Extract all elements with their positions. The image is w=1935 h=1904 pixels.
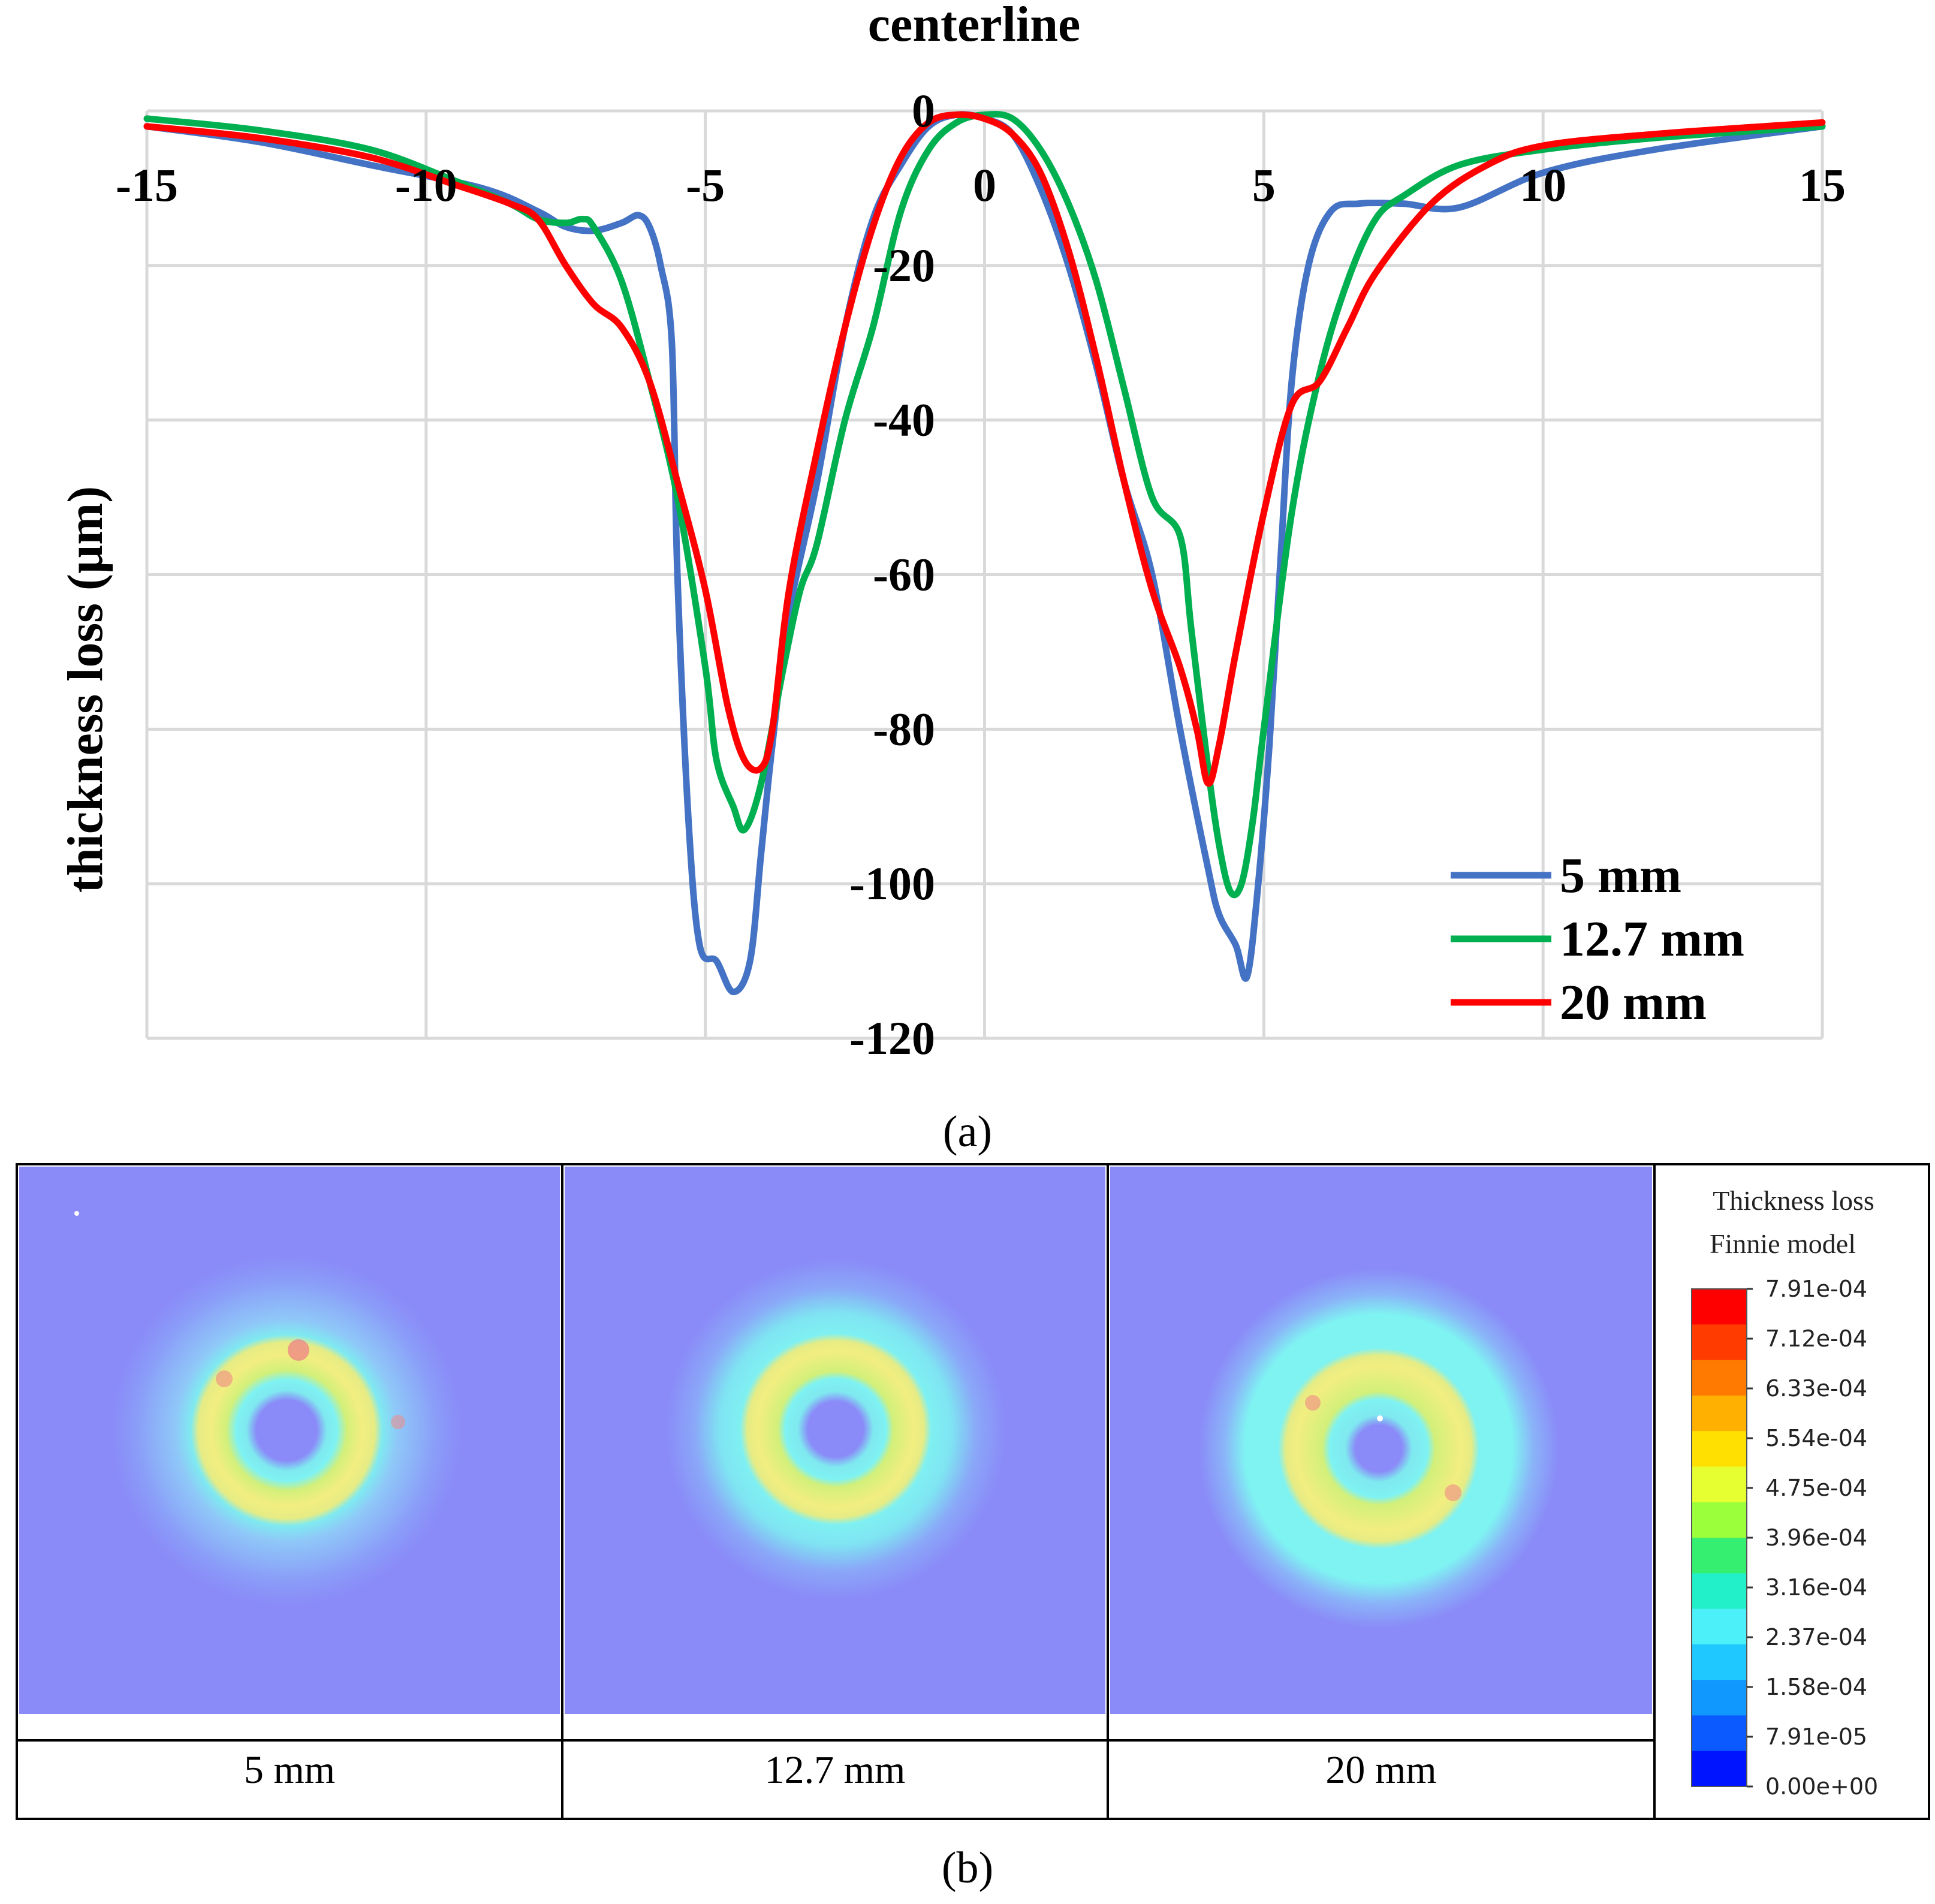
- colorbar-title-line1: Thickness loss: [1713, 1185, 1874, 1216]
- colorbar-band-8: [1692, 1573, 1747, 1610]
- y-tick-label-1: -20: [873, 239, 935, 291]
- x-tick-label-6: 15: [1799, 159, 1846, 211]
- y-tick-label-3: -60: [873, 549, 935, 601]
- colorbar-tick-label-5: 3.96e-04: [1765, 1525, 1867, 1551]
- colorbar-band-10: [1692, 1644, 1747, 1680]
- legend: 5 mm 12.7 mm 20 mm: [1451, 848, 1744, 1031]
- x-tick-label-3: 0: [973, 159, 996, 211]
- series-line-2: [143, 111, 1826, 787]
- colorbar-tick-label-1: 7.12e-04: [1765, 1325, 1867, 1352]
- colorbar-tick-label-0: 7.91e-04: [1765, 1276, 1867, 1302]
- colorbar-band-13: [1692, 1751, 1747, 1787]
- map-label-20mm: 20 mm: [1325, 1748, 1436, 1792]
- legend-label-0: 5 mm: [1560, 848, 1681, 903]
- horizontal-gridlines: [147, 109, 1822, 1040]
- contour-map-5mm: [19, 1167, 560, 1738]
- series-lines: [143, 110, 1826, 996]
- colorbar-band-3: [1692, 1395, 1747, 1432]
- y-tick-label-6: -120: [849, 1012, 935, 1064]
- y-tick-label-5: -100: [849, 857, 935, 909]
- x-tick-label-2: -5: [686, 159, 725, 211]
- x-tick-labels: -15 -10 -5 0 5 10 15: [116, 159, 1846, 211]
- caption-b: (b): [942, 1843, 993, 1893]
- colorbar-band-7: [1692, 1538, 1747, 1574]
- colorbar-title-line2: Finnie model: [1710, 1228, 1856, 1259]
- legend-label-1: 12.7 mm: [1560, 911, 1744, 967]
- contour-map-12-7mm: [565, 1167, 1105, 1738]
- y-tick-label-2: -40: [873, 394, 935, 446]
- x-tick-label-4: 5: [1252, 159, 1276, 211]
- colorbar-tick-label-8: 1.58e-04: [1765, 1674, 1867, 1700]
- legend-label-2: 20 mm: [1560, 975, 1707, 1031]
- colorbar-tick-label-10: 0.00e+00: [1765, 1773, 1878, 1800]
- colorbar-tick-label-7: 2.37e-04: [1765, 1624, 1867, 1650]
- line-chart: centerline thickness loss (µm) -15 -10 -5 0…: [58, 0, 1846, 1064]
- colorbar-band-0: [1692, 1289, 1747, 1325]
- colorbar-tick-label-9: 7.91e-05: [1765, 1724, 1867, 1750]
- map-label-12-7mm: 12.7 mm: [765, 1748, 906, 1792]
- chart-title: centerline: [868, 0, 1081, 52]
- map-label-5mm: 5 mm: [244, 1748, 335, 1792]
- x-tick-label-5: 10: [1520, 159, 1566, 211]
- colorbar-band-2: [1692, 1360, 1747, 1396]
- contour-panel: 5 mm 12.7 mm 20 mm Thickness loss Finnie…: [16, 1163, 1930, 1820]
- colorbar-ticks: 7.91e-04 7.12e-04 6.33e-04 5.54e-04 4.75e-04…: [1747, 1276, 1878, 1800]
- y-tick-label-0: 0: [912, 85, 935, 137]
- contour-map-20mm: [1110, 1167, 1652, 1738]
- colorbar: Thickness loss Finnie model 7.91e-04 7.12…: [1691, 1185, 1878, 1800]
- colorbar-band-1: [1692, 1324, 1747, 1361]
- colorbar-tick-label-2: 6.33e-04: [1765, 1375, 1867, 1402]
- colorbar-tick-label-3: 5.54e-04: [1765, 1425, 1867, 1451]
- colorbar-tick-label-4: 4.75e-04: [1765, 1475, 1867, 1501]
- x-tick-label-0: -15: [116, 159, 178, 211]
- x-tick-label-1: -10: [395, 159, 457, 211]
- caption-a: (a): [943, 1107, 992, 1156]
- colorbar-band-4: [1692, 1431, 1747, 1467]
- colorbar-band-9: [1692, 1608, 1747, 1645]
- y-axis-title: thickness loss (µm): [58, 486, 113, 893]
- y-tick-label-4: -80: [873, 703, 935, 755]
- colorbar-band-6: [1692, 1502, 1747, 1538]
- colorbar-band-12: [1692, 1715, 1747, 1752]
- colorbar-tick-label-6: 3.16e-04: [1765, 1574, 1867, 1601]
- y-tick-labels: 0 -20 -40 -60 -80 -100 -120: [849, 85, 935, 1064]
- colorbar-band-5: [1692, 1466, 1747, 1503]
- colorbar-bands: [1692, 1289, 1747, 1787]
- colorbar-band-11: [1692, 1680, 1747, 1716]
